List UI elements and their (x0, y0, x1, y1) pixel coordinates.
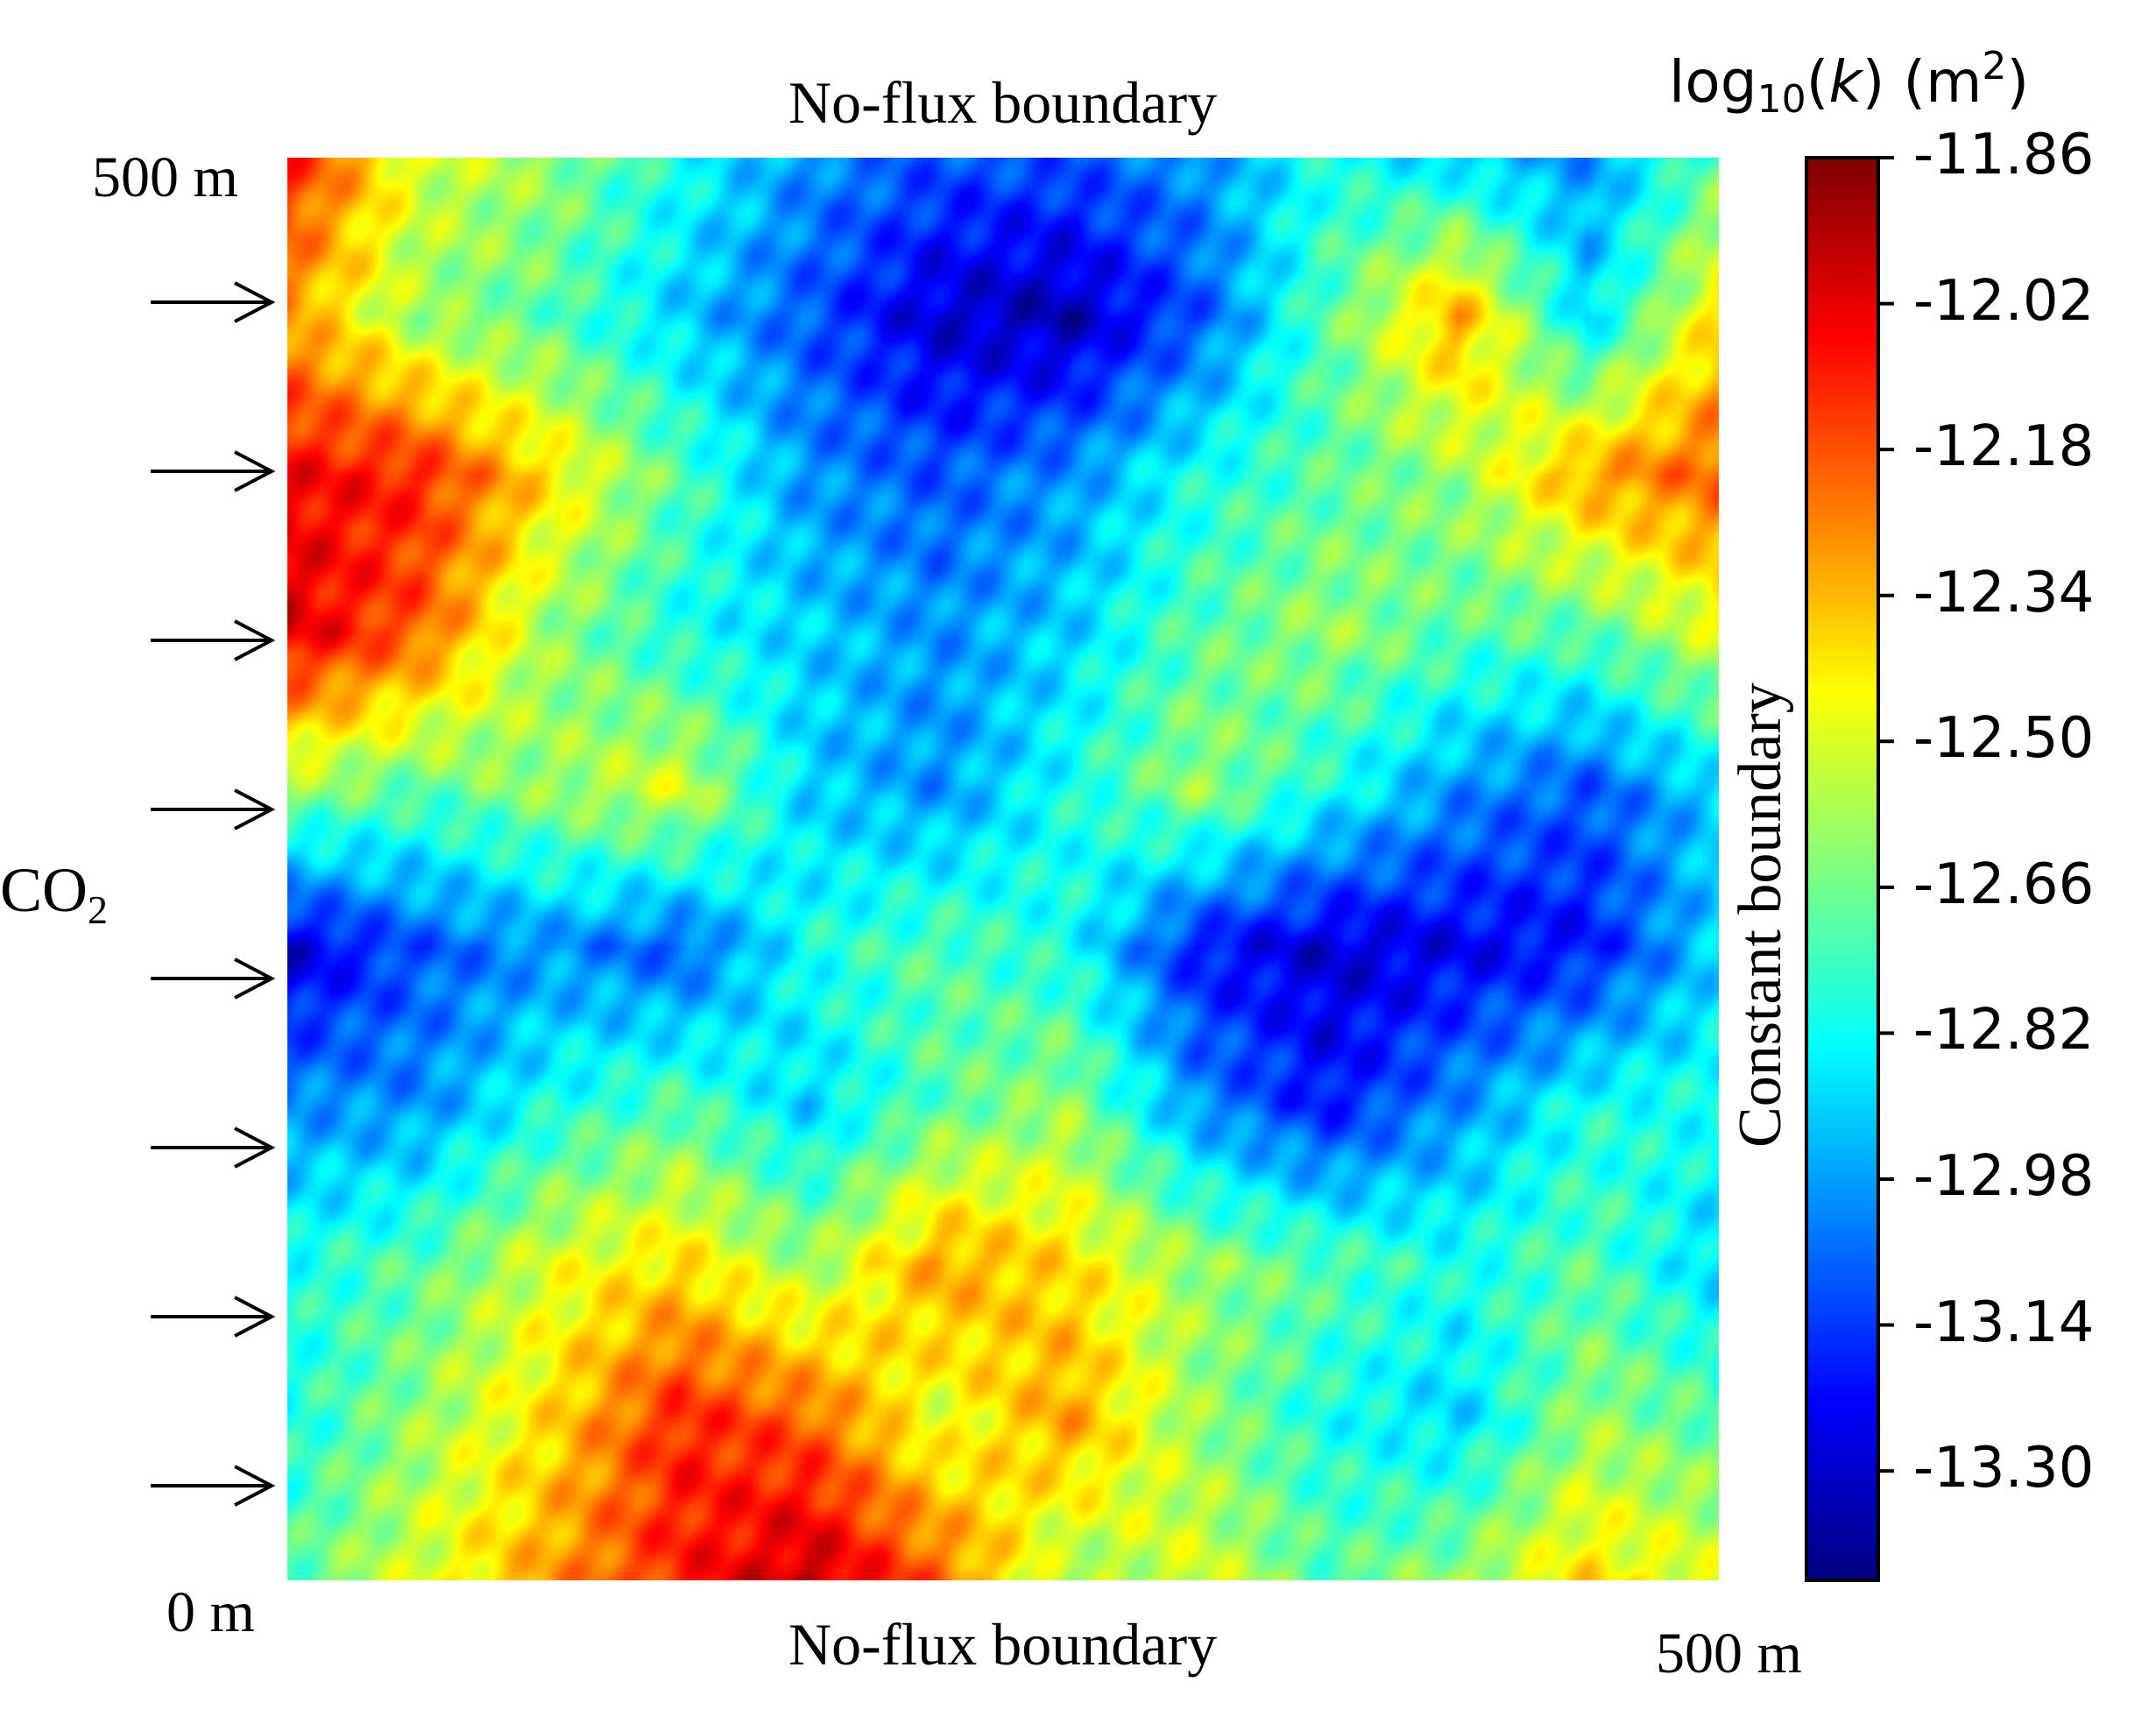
colorbar-tick-label: -12.18 (1913, 414, 2095, 480)
colorbar-tick-label: -11.86 (1913, 123, 2095, 187)
inflow-arrow (151, 957, 276, 1000)
colorbar-tick-label: -12.02 (1913, 268, 2095, 334)
inflow-arrow (151, 1465, 276, 1507)
colorbar-ticks (1878, 156, 1894, 1473)
inflow-arrows (151, 281, 276, 1507)
plot-frame (287, 158, 1719, 1580)
inflow-arrow (151, 788, 276, 830)
co2-inflow-label: CO2 (0, 855, 109, 932)
top-boundary-label: No-flux boundary (788, 69, 1218, 136)
colorbar-tick-label: -12.50 (1913, 706, 2095, 772)
x-axis-max-label: 500 m (1656, 1622, 1802, 1685)
colorbar-title: log10(k) (m2) (1669, 44, 2030, 122)
y-axis-max-label: 500 m (92, 145, 238, 209)
colorbar-tick-label: -12.98 (1913, 1143, 2095, 1209)
inflow-arrow (151, 619, 276, 661)
inflow-arrow (151, 1127, 276, 1169)
colorbar (1806, 158, 1878, 1580)
inflow-arrow (151, 281, 276, 323)
colorbar-tick-label: -13.30 (1913, 1436, 2095, 1501)
right-boundary-label: Constant boundary (1727, 682, 1794, 1148)
colorbar-frame (1805, 156, 1880, 1582)
inflow-arrow (151, 1296, 276, 1338)
colorbar-tick-label: -13.14 (1913, 1290, 2095, 1355)
colorbar-tick-label: -12.66 (1913, 851, 2095, 917)
permeability-field-heatmap (287, 158, 1719, 1580)
inflow-arrow (151, 450, 276, 492)
bottom-boundary-label: No-flux boundary (788, 1611, 1218, 1678)
colorbar-tick-label: -12.82 (1913, 998, 2095, 1063)
y-axis-min-label: 0 m (166, 1580, 255, 1644)
colorbar-tick-label: -12.34 (1913, 560, 2095, 625)
